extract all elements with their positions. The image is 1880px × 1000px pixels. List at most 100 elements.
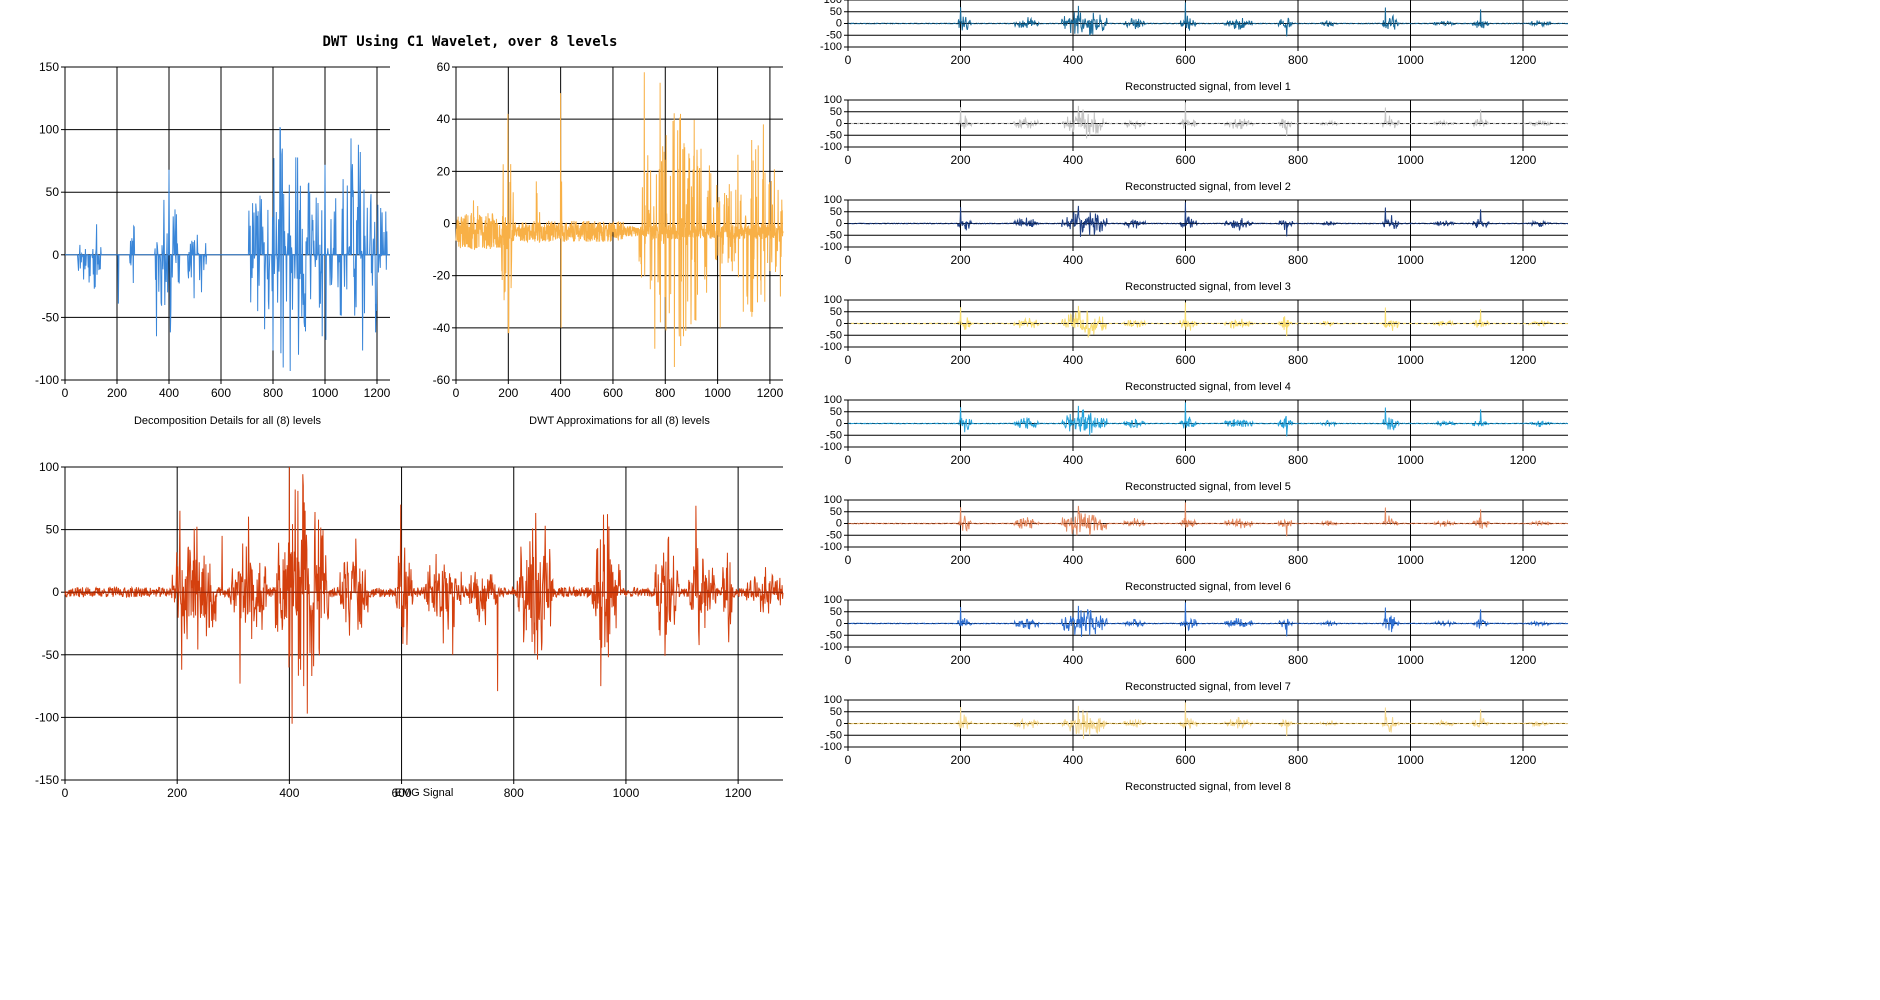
- x-tick-label: 1200: [757, 386, 784, 400]
- x-tick-label: 200: [950, 153, 970, 167]
- y-tick-label: 100: [824, 294, 842, 306]
- x-tick-label: 800: [1288, 253, 1308, 267]
- y-tick-label: -100: [820, 741, 842, 753]
- y-tick-label: 50: [46, 523, 60, 537]
- x-tick-label: 1000: [1397, 553, 1424, 567]
- y-tick-label: -100: [820, 441, 842, 453]
- y-tick-label: -50: [826, 29, 842, 41]
- y-tick-label: -60: [433, 373, 451, 387]
- axis-caption: Reconstructed signal, from level 8: [1125, 781, 1291, 793]
- y-tick-label: -100: [820, 241, 842, 253]
- y-tick-label: 0: [836, 18, 842, 30]
- y-tick-label: -150: [35, 773, 59, 787]
- y-tick-label: -100: [820, 541, 842, 553]
- x-tick-label: 0: [845, 453, 852, 467]
- y-tick-label: 100: [824, 494, 842, 506]
- x-tick-label: 600: [603, 386, 623, 400]
- x-tick-label: 1200: [1510, 253, 1537, 267]
- x-tick-label: 0: [845, 153, 852, 167]
- recon-chart-level-1: 0 200 400 600 800 1000 1200100500-50-100Recons…: [820, 0, 1568, 93]
- y-tick-label: 150: [39, 60, 59, 74]
- y-tick-label: -100: [820, 341, 842, 353]
- y-tick-label: -100: [820, 141, 842, 153]
- x-tick-label: 600: [1175, 353, 1195, 367]
- axis-caption: EMG Signal: [395, 787, 454, 799]
- axis-caption: Reconstructed signal, from level 6: [1125, 581, 1291, 593]
- x-tick-label: 200: [950, 653, 970, 667]
- x-tick-label: 1200: [1510, 53, 1537, 67]
- series-line: [847, 202, 1568, 237]
- recon-chart-level-4: 0 200 400 600 800 1000 1200100500-50-100Recons…: [820, 294, 1569, 393]
- x-tick-label: 800: [1288, 553, 1308, 567]
- x-tick-label: 400: [1063, 753, 1083, 767]
- approx-chart: 0 200 400 600 800 1000 1200 -60 -40 -20 0 20 40 60 DWT…: [433, 60, 784, 427]
- x-tick-label: 1200: [364, 386, 391, 400]
- y-tick-label: 100: [824, 394, 842, 406]
- x-tick-label: 1000: [1397, 353, 1424, 367]
- y-tick-label: 0: [836, 318, 842, 330]
- y-tick-label: 100: [824, 194, 842, 206]
- x-tick-label: 200: [498, 386, 518, 400]
- main-title: DWT Using C1 Wavelet, over 8 levels: [322, 34, 617, 50]
- y-tick-label: 50: [830, 306, 842, 318]
- axis-caption: Reconstructed signal, from level 1: [1125, 81, 1291, 93]
- x-tick-label: 400: [1063, 153, 1083, 167]
- series-line: [64, 466, 784, 724]
- y-tick-label: -50: [826, 629, 842, 641]
- y-tick-label: 100: [824, 594, 842, 606]
- x-tick-label: 400: [159, 386, 179, 400]
- y-tick-label: -50: [826, 429, 842, 441]
- x-tick-label: 600: [1175, 453, 1195, 467]
- y-tick-label: -50: [826, 729, 842, 741]
- x-tick-label: 400: [551, 386, 571, 400]
- x-tick-label: 600: [1175, 653, 1195, 667]
- x-tick-label: 1200: [1510, 553, 1537, 567]
- x-tick-label: 0: [62, 386, 69, 400]
- x-tick-label: 200: [950, 753, 970, 767]
- x-tick-label: 0: [845, 353, 852, 367]
- x-tick-label: 1200: [1510, 353, 1537, 367]
- x-tick-label: 0: [453, 386, 460, 400]
- x-tick-label: 200: [950, 553, 970, 567]
- y-tick-label: 0: [836, 718, 842, 730]
- recon-chart-level-8: 0 200 400 600 800 1000 1200100500-50-100Recons…: [820, 694, 1569, 793]
- x-tick-label: 400: [1063, 53, 1083, 67]
- x-tick-label: 800: [1288, 653, 1308, 667]
- series-line: [847, 102, 1568, 139]
- y-tick-label: 40: [437, 112, 451, 126]
- y-tick-label: -50: [826, 229, 842, 241]
- y-tick-label: 100: [824, 94, 842, 106]
- x-tick-label: 1000: [613, 786, 640, 800]
- recon-chart-level-3: 0 200 400 600 800 1000 1200100500-50-100Recons…: [820, 194, 1568, 293]
- y-tick-label: -40: [433, 321, 451, 335]
- series-line: [847, 702, 1569, 739]
- y-tick-label: 50: [830, 106, 842, 118]
- y-tick-label: 50: [830, 706, 842, 718]
- axis-caption: Reconstructed signal, from level 3: [1125, 281, 1291, 293]
- x-tick-label: 0: [845, 653, 852, 667]
- recon-chart-level-5: 0 200 400 600 800 1000 1200100500-50-100Recons…: [820, 394, 1569, 493]
- y-tick-label: 50: [830, 406, 842, 418]
- x-tick-label: 800: [1288, 453, 1308, 467]
- x-tick-label: 1200: [1510, 753, 1537, 767]
- series-line: [847, 302, 1569, 338]
- y-tick-label: 0: [836, 618, 842, 630]
- x-tick-label: 1000: [1397, 253, 1424, 267]
- y-tick-label: 60: [437, 60, 451, 74]
- y-tick-label: -50: [826, 129, 842, 141]
- x-tick-label: 1200: [1510, 453, 1537, 467]
- y-tick-label: 0: [836, 118, 842, 130]
- x-tick-label: 800: [1288, 753, 1308, 767]
- series-line: [65, 127, 390, 372]
- x-tick-label: 800: [1288, 353, 1308, 367]
- recon-chart-level-2: 0 200 400 600 800 1000 1200100500-50-100Recons…: [820, 94, 1568, 193]
- y-tick-label: -100: [820, 41, 842, 53]
- x-tick-label: 800: [1288, 153, 1308, 167]
- y-tick-label: 100: [824, 0, 842, 6]
- recon-chart-level-7: 0 200 400 600 800 1000 1200100500-50-100Recons…: [820, 594, 1569, 693]
- x-tick-label: 200: [950, 53, 970, 67]
- x-tick-label: 200: [167, 786, 187, 800]
- y-tick-label: 0: [52, 248, 59, 262]
- x-tick-label: 600: [1175, 753, 1195, 767]
- series-line: [847, 502, 1569, 537]
